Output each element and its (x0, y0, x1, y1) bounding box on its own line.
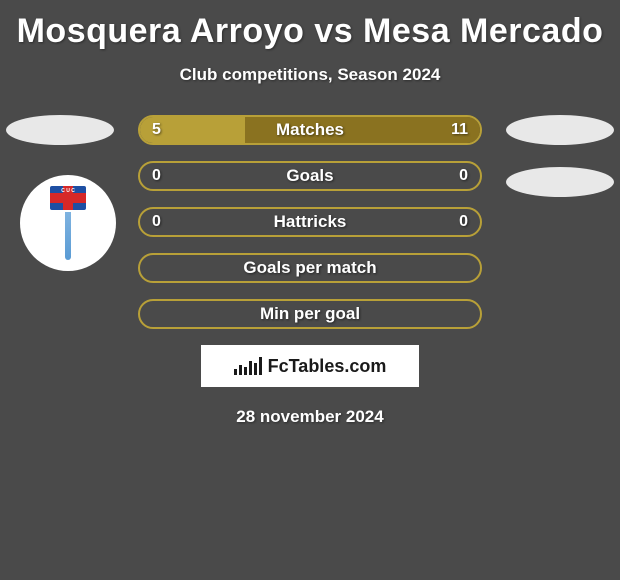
stat-label: Min per goal (140, 304, 480, 324)
club-flag-text: C U C (50, 188, 86, 194)
stat-label: Goals per match (140, 258, 480, 278)
stat-bars: 511Matches 00Goals 00Hattricks Goals per ma… (138, 115, 482, 329)
stat-row: 511Matches (138, 115, 482, 145)
stat-label: Goals (140, 166, 480, 186)
stat-label: Hattricks (140, 212, 480, 232)
club-badge-inner: C U C (50, 186, 86, 260)
club-stripe-icon (65, 212, 71, 260)
stat-row: 00Goals (138, 161, 482, 191)
player-badge-left (6, 115, 114, 145)
page-title: Mosquera Arroyo vs Mesa Mercado (0, 0, 620, 51)
page-subtitle: Club competitions, Season 2024 (0, 65, 620, 85)
stat-label: Matches (140, 120, 480, 140)
brand-text: FcTables.com (268, 356, 387, 377)
stat-row: Goals per match (138, 253, 482, 283)
stat-row: Min per goal (138, 299, 482, 329)
club-flag-icon: C U C (50, 186, 86, 210)
brand-chart-icon (234, 357, 262, 375)
date-text: 28 november 2024 (0, 407, 620, 427)
brand-box: FcTables.com (201, 345, 419, 387)
player-badge-right-1 (506, 167, 614, 197)
stat-row: 00Hattricks (138, 207, 482, 237)
club-badge: C U C (20, 175, 116, 271)
comparison-content: C U C 511Matches 00Goals 00Hattricks Goals … (0, 115, 620, 427)
player-badge-right-0 (506, 115, 614, 145)
